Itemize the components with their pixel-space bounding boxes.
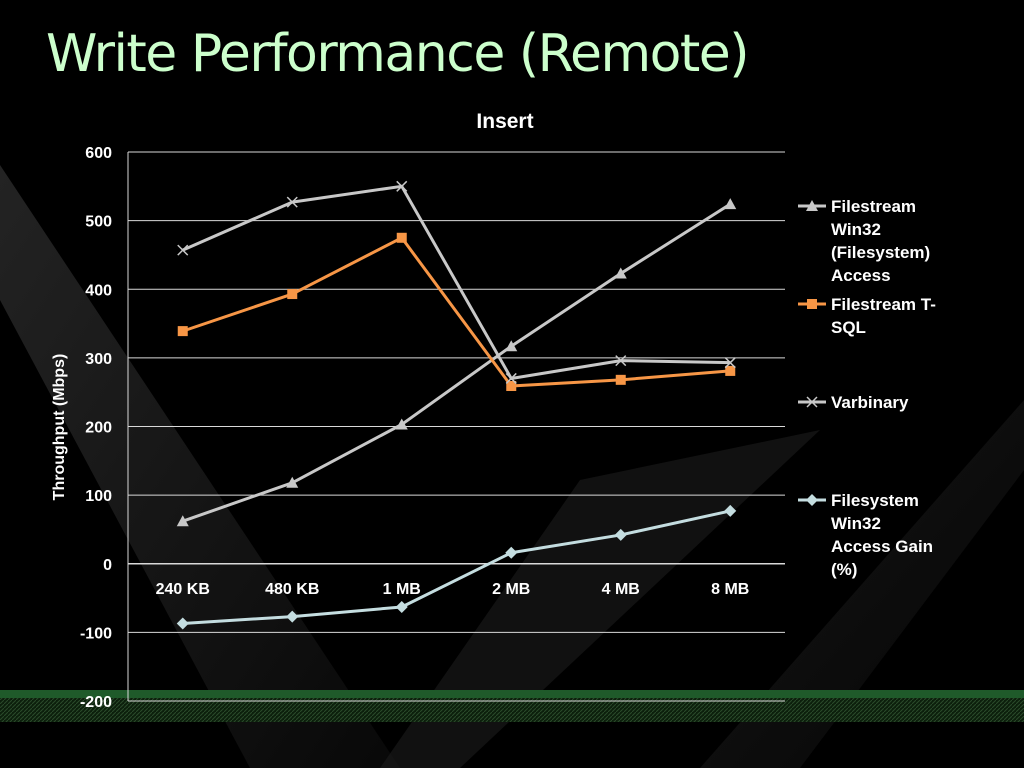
legend-label: Filestream T- bbox=[831, 295, 936, 314]
data-point bbox=[286, 610, 299, 623]
legend-marker bbox=[806, 396, 818, 408]
data-point bbox=[725, 365, 736, 376]
legend-label: Filestream bbox=[831, 197, 916, 216]
data-point bbox=[395, 600, 408, 613]
x-tick-label: 480 KB bbox=[265, 581, 319, 598]
data-point bbox=[614, 267, 627, 279]
legend-label: Access Gain bbox=[831, 537, 933, 556]
y-tick-label: 200 bbox=[85, 420, 112, 437]
marker-stroke bbox=[615, 355, 627, 367]
data-point bbox=[506, 381, 517, 392]
marker-stroke bbox=[396, 180, 408, 192]
legend-label: Win32 bbox=[831, 514, 881, 533]
y-tick-label: 0 bbox=[103, 557, 112, 574]
data-point bbox=[505, 546, 518, 559]
legend-label: Filesystem bbox=[831, 491, 919, 510]
legend-label: Varbinary bbox=[831, 393, 909, 412]
data-point bbox=[615, 374, 626, 385]
legend-label: (%) bbox=[831, 560, 857, 579]
data-point bbox=[395, 418, 408, 430]
data-point bbox=[177, 326, 188, 337]
chart-title: Insert bbox=[476, 110, 533, 133]
marker-stroke bbox=[806, 396, 818, 408]
data-point bbox=[505, 340, 518, 352]
data-point bbox=[505, 372, 517, 384]
y-tick-label: -200 bbox=[80, 694, 112, 711]
data-point bbox=[396, 232, 407, 243]
data-point bbox=[176, 515, 189, 527]
y-tick-label: 600 bbox=[85, 145, 112, 162]
x-tick-label: 8 MB bbox=[711, 581, 749, 598]
x-tick-label: 240 KB bbox=[156, 581, 210, 598]
series-line-0 bbox=[182, 202, 732, 523]
data-point bbox=[724, 504, 737, 517]
marker-stroke bbox=[724, 357, 736, 369]
y-tick-label: -100 bbox=[80, 625, 112, 642]
data-point bbox=[724, 357, 736, 369]
data-point bbox=[615, 355, 627, 367]
legend-label: Access bbox=[831, 266, 891, 285]
y-tick-label: 400 bbox=[85, 282, 112, 299]
background-swoosh bbox=[700, 400, 1024, 768]
legend-marker bbox=[807, 299, 817, 309]
series-line-1 bbox=[182, 236, 731, 388]
data-point bbox=[287, 289, 298, 300]
y-tick-label: 500 bbox=[85, 214, 112, 231]
data-point bbox=[286, 196, 298, 208]
series-line-2 bbox=[182, 184, 731, 380]
y-axis-label: Throughput (Mbps) bbox=[51, 354, 68, 501]
series bbox=[176, 180, 737, 630]
y-tick-label: 300 bbox=[85, 351, 112, 368]
data-point bbox=[177, 244, 189, 256]
y-tick-label: 100 bbox=[85, 488, 112, 505]
data-point bbox=[176, 617, 189, 630]
x-tick-label: 1 MB bbox=[383, 581, 421, 598]
legend-marker bbox=[806, 494, 818, 506]
slide-title: Write Performance (Remote) bbox=[46, 24, 750, 84]
legend-label: Win32 bbox=[831, 220, 881, 239]
legend-label: SQL bbox=[831, 318, 866, 337]
data-point bbox=[396, 180, 408, 192]
x-tick-label: 2 MB bbox=[492, 581, 530, 598]
marker-stroke bbox=[505, 372, 517, 384]
legend-label: (Filesystem) bbox=[831, 243, 930, 262]
marker-stroke bbox=[286, 196, 298, 208]
gridlines bbox=[128, 151, 785, 702]
footer-stripes bbox=[0, 698, 1024, 722]
footer-band bbox=[0, 690, 1024, 698]
data-point bbox=[614, 528, 627, 541]
legend-marker bbox=[806, 200, 818, 211]
x-tick-label: 4 MB bbox=[602, 581, 640, 598]
legend: Filestream Win32 (Filesystem) Access Filestr… bbox=[798, 197, 936, 579]
series-line-3 bbox=[182, 509, 731, 625]
data-point bbox=[724, 198, 737, 210]
marker-stroke bbox=[177, 244, 189, 256]
axes: 600 500 400 300 200 100 0 -100 -200 240 KB 480 KB 1… bbox=[80, 145, 785, 711]
data-point bbox=[286, 476, 299, 488]
